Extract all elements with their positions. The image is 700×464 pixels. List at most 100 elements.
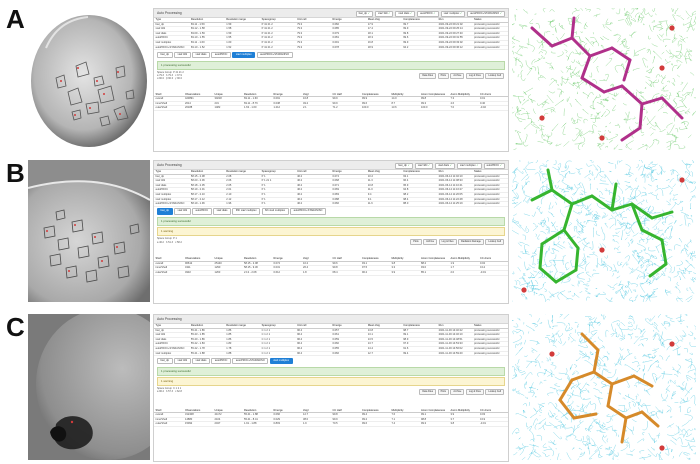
column-header[interactable]: Status xyxy=(472,324,508,329)
column-header[interactable]: Resolution range xyxy=(224,170,261,175)
table-row[interactable]: fast_dp 55.41 - 1.86 1.86 C 1 2 1 96.4 0.057 1… xyxy=(154,328,508,334)
table-row[interactable]: xia2 multiplex 55.41 - 1.88 1.88 C 1 2 1 96.… xyxy=(154,351,508,357)
pipeline-tab[interactable]: autoPROC xyxy=(211,51,231,59)
pipeline-tab[interactable]: autoPROC xyxy=(211,357,231,365)
table-row[interactable]: autoPROC+STARANISO 55.42 - 1.78 1.78 C 1 2 … xyxy=(154,346,508,352)
action-button[interactable]: Data Files xyxy=(419,388,437,395)
action-button[interactable]: Archive xyxy=(450,388,465,395)
column-header[interactable]: Resolution xyxy=(189,18,225,23)
pipeline-tab[interactable]: autoPROC+STARANISO xyxy=(290,208,326,215)
column-header[interactable]: Type xyxy=(154,324,190,329)
action-button[interactable]: Data Files xyxy=(419,72,437,79)
column-header[interactable]: Type xyxy=(154,170,190,175)
column-header[interactable]: Type xyxy=(154,18,190,23)
column-header[interactable]: Completeness xyxy=(401,324,438,329)
pipeline-tab[interactable]: xia2 multiplex xyxy=(232,51,256,59)
table-row[interactable]: xia2 3dii 58.20 - 2.06 2.06 P 1 21 1 46.2 0.0… xyxy=(154,178,508,184)
action-button[interactable]: Lookup Cell xyxy=(485,72,504,79)
pipeline-tab[interactable]: xia2 multiplex xyxy=(269,357,293,365)
column-header[interactable]: Spacegroup xyxy=(260,170,296,175)
pipeline-tab[interactable]: xia2 3dii xyxy=(174,357,191,365)
column-header[interactable]: Unit cell xyxy=(295,18,331,23)
action-button[interactable]: Lookup Cell xyxy=(485,388,504,395)
pipeline-tab[interactable]: 6th xia2 multiplex xyxy=(261,208,289,215)
pipeline-chip[interactable]: autoPROC+STARANISO ✓ xyxy=(467,10,505,17)
action-button[interactable]: Archive xyxy=(423,239,438,246)
table-row[interactable]: fast_dp 69.11 - 1.59 1.59 P 41 21 2 79.3 0.08… xyxy=(154,22,508,28)
action-button[interactable]: Plots xyxy=(437,72,449,79)
column-header[interactable]: Rmerge xyxy=(330,324,367,329)
pipeline-tab[interactable]: fast_dp xyxy=(157,51,173,59)
pipeline-chip[interactable]: xia2 multiplex ✓ xyxy=(440,10,466,17)
pipeline-chip[interactable]: autoPROC ✓ xyxy=(483,162,505,169)
pipeline-tab[interactable]: xia2 3dii xyxy=(174,51,191,59)
pipeline-tab[interactable]: fast_dp xyxy=(157,357,173,365)
column-header[interactable]: Rmerge xyxy=(330,18,367,23)
pipeline-chip[interactable]: xia2 3dii ✓ xyxy=(414,162,434,169)
table-row[interactable]: xia2 multiplex 58.17 - 2.10 2.10 P 1 46.2 0.0… xyxy=(154,192,508,198)
column-header[interactable]: Unit cell xyxy=(295,170,331,175)
action-button[interactable]: Log & Files xyxy=(438,239,457,246)
column-header[interactable]: Status xyxy=(472,170,508,175)
table-row[interactable]: xia2 3dii 69.12 - 1.58 1.58 P 41 21 2 79.3 0.… xyxy=(154,26,508,32)
column-header[interactable]: Resolution xyxy=(189,324,225,329)
pipeline-tab[interactable]: autoPROC xyxy=(192,208,212,215)
table-row[interactable]: xia2 dials 58.18 - 2.05 2.05 P 1 46.2 0.071 10… xyxy=(154,183,508,189)
column-header[interactable]: Mean I/sig xyxy=(366,18,402,23)
table-row[interactable]: xia2 3dii 55.43 - 1.85 1.85 C 1 2 1 96.4 0.06… xyxy=(154,332,508,338)
density-mesh-line xyxy=(647,68,652,74)
table-row[interactable]: autoPROC 55.42 - 1.83 1.83 C 1 2 1 96.4 0.060… xyxy=(154,341,508,347)
column-header[interactable]: Mean I/sig xyxy=(366,170,402,175)
table-row[interactable]: autoPROC+STARANISO 69.10 - 1.52 1.52 P 41 2… xyxy=(154,45,508,51)
pipeline-chip[interactable]: xia2 multiplex ✓ xyxy=(456,162,482,169)
pipeline-tab[interactable]: autoPROC+STARANISO xyxy=(232,357,269,365)
action-button[interactable]: Archive xyxy=(450,72,465,79)
column-header[interactable]: Completeness xyxy=(401,18,438,23)
pipeline-chip[interactable]: fast_dp ✓ xyxy=(395,162,413,169)
pipeline-tab[interactable]: xia2 dials xyxy=(192,357,210,365)
pipeline-tab[interactable]: fifth xia2 multiplex xyxy=(232,208,261,215)
density-mesh-line xyxy=(680,388,684,390)
pipeline-chip[interactable]: xia2 3dii ✓ xyxy=(374,10,394,17)
action-button[interactable]: Lookup Cell xyxy=(485,239,504,246)
table-row[interactable]: xia2 dials 69.09 - 1.59 1.59 P 41 21 2 79.3 0… xyxy=(154,31,508,37)
pipeline-tab[interactable]: xia2 dials xyxy=(192,51,210,59)
column-header[interactable]: Mean I/sig xyxy=(366,324,402,329)
pipeline-chip[interactable]: fast_dp ✓ xyxy=(355,10,373,17)
column-header[interactable]: Spacegroup xyxy=(260,18,296,23)
pipeline-chip[interactable]: autoPROC ✓ xyxy=(417,10,439,17)
table-row[interactable]: xia2 dials 55.40 - 1.86 1.86 C 1 2 1 96.4 0.0… xyxy=(154,337,508,343)
pipeline-tab[interactable]: xia2 dials xyxy=(213,208,231,215)
column-header[interactable]: Spacegroup xyxy=(260,324,296,329)
action-button[interactable]: Plots xyxy=(437,388,449,395)
column-header[interactable]: Resolution range xyxy=(224,18,261,23)
pipeline-chip-label: fast_dp xyxy=(358,11,368,15)
column-header[interactable]: Run xyxy=(437,170,473,175)
action-button[interactable]: Log & Files xyxy=(465,388,484,395)
table-row[interactable]: autoPROC 69.10 - 1.55 1.55 P 41 21 2 79.3 0.0… xyxy=(154,35,508,41)
column-header[interactable]: Completeness xyxy=(401,170,438,175)
table-row[interactable]: fast_dp 58.15 - 2.08 2.08 P 1 46.2 0.074 10.2 9… xyxy=(154,174,508,180)
table-row[interactable]: xia2 multiplex 58.17 - 2.12 2.12 P 1 46.2 0.0… xyxy=(154,197,508,203)
column-header[interactable]: Unit cell xyxy=(295,324,331,329)
column-header[interactable]: Resolution xyxy=(189,170,225,175)
pipeline-tab[interactable]: xia2 3dii xyxy=(174,208,191,215)
density-mesh-line xyxy=(601,258,607,266)
column-header[interactable]: Resolution range xyxy=(224,324,261,329)
density-mesh-line xyxy=(691,292,695,294)
column-header[interactable]: Run xyxy=(437,18,473,23)
pipeline-tab[interactable]: fast_dp xyxy=(157,208,173,215)
pipeline-chip[interactable]: xia2 dials ✓ xyxy=(395,10,416,17)
action-button[interactable]: Radiation Damage xyxy=(458,239,484,246)
pipeline-chip[interactable]: xia2 dials ✓ xyxy=(435,162,455,169)
column-header[interactable]: Rmerge xyxy=(330,170,367,175)
column-header[interactable]: Status xyxy=(472,18,508,23)
table-row[interactable]: autoPROC 58.19 - 2.01 2.01 P 1 46.2 0.069 11.0… xyxy=(154,187,508,193)
density-mesh-line xyxy=(596,8,601,11)
column-header[interactable]: Run xyxy=(437,324,473,329)
table-row[interactable]: autoPROC+STARANISO 58.19 - 1.96 1.96 P 1 46.… xyxy=(154,201,508,207)
pipeline-tab[interactable]: autoPROC+STARANISO xyxy=(256,51,293,59)
action-button[interactable]: Log & Files xyxy=(465,72,484,79)
action-button[interactable]: Plots xyxy=(410,239,422,246)
